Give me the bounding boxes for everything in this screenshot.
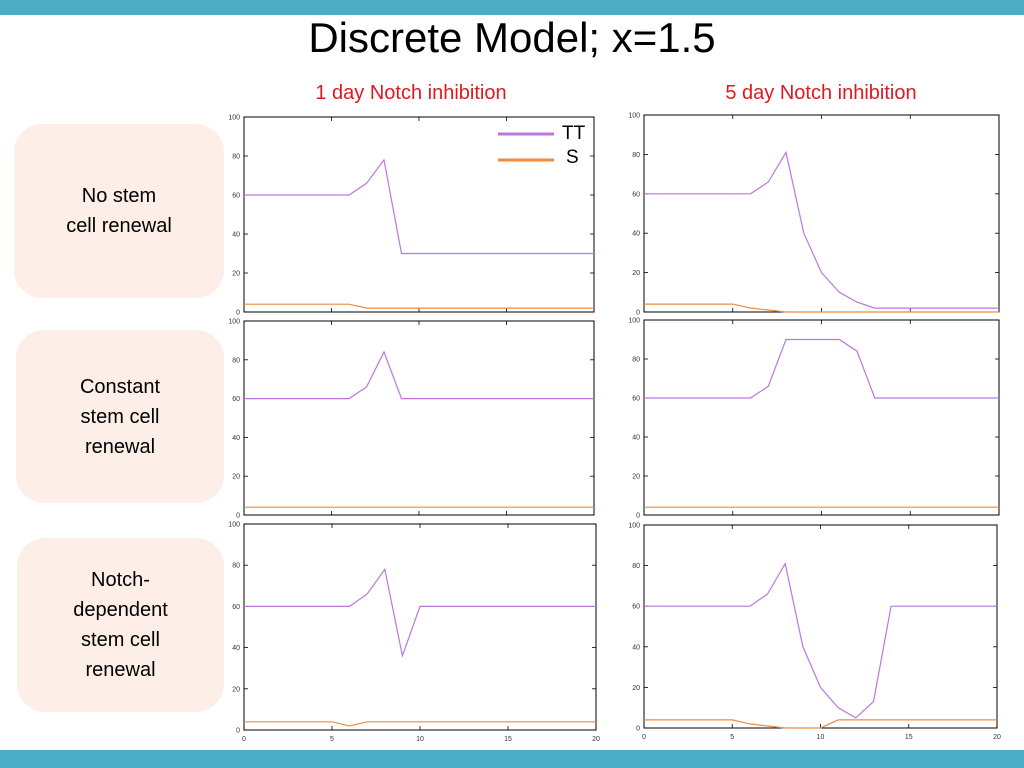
x-tick-label: 5	[730, 734, 734, 741]
x-tick-label: 0	[642, 734, 646, 741]
y-tick-label: 40	[232, 232, 240, 239]
legend-label-tt: TT	[562, 123, 586, 144]
y-tick-label: 60	[232, 604, 240, 611]
row-label-notch-dependent: Notch- dependent stem cell renewal	[73, 569, 168, 681]
series-line-tt	[644, 561, 997, 719]
y-tick-label: 60	[632, 396, 640, 403]
row-label-box-no-renewal: No stem cell renewal	[14, 124, 224, 298]
chart-r1-c0: 0 20 40 60 80 100	[228, 319, 595, 520]
bottom-accent-bar	[0, 750, 1024, 768]
plot-frame	[643, 319, 1000, 516]
y-tick-label: 20	[232, 474, 240, 481]
y-tick-label: 60	[632, 191, 640, 198]
legend-label-s: S	[566, 147, 579, 168]
y-tick-label: 80	[232, 357, 240, 364]
top-accent-bar	[0, 0, 1024, 15]
series-line-s	[644, 303, 999, 313]
y-tick-label: 100	[628, 113, 640, 120]
x-tick-label: 15	[504, 736, 512, 743]
y-tick-label: 60	[232, 193, 240, 200]
plot-frame	[243, 116, 595, 313]
y-tick-label: 80	[232, 563, 240, 570]
x-tick-label: 0	[242, 736, 246, 743]
x-tick-label: 10	[817, 734, 825, 741]
chart-r1-c1: 0 20 40 60 80 100	[628, 318, 1000, 520]
series-line-tt	[644, 338, 999, 399]
y-tick-label: 20	[232, 686, 240, 693]
chart-r2-c1: 0 20 40 60 80 100 0 5 10 15 20	[628, 523, 1001, 742]
col-header-1-day: 1 day Notch inhibition	[315, 82, 507, 104]
y-tick-label: 0	[636, 310, 640, 317]
y-tick-label: 100	[228, 522, 240, 529]
row-label-box-notch-dependent: Notch- dependent stem cell renewal	[17, 538, 224, 712]
y-tick-label: 80	[232, 154, 240, 161]
y-tick-label: 40	[632, 231, 640, 238]
y-tick-label: 20	[632, 685, 640, 692]
series-line-s	[244, 721, 596, 727]
y-tick-label: 20	[232, 271, 240, 278]
slide-title: Discrete Model; x=1.5	[308, 14, 716, 61]
y-tick-label: 0	[636, 513, 640, 520]
x-tick-label: 10	[416, 736, 424, 743]
y-tick-label: 80	[632, 563, 640, 570]
series-line-tt	[244, 158, 594, 255]
plot-frame	[643, 114, 1000, 313]
chart-r2-c0: 0 20 40 60 80 100 0 5 10 15 20	[228, 522, 600, 744]
x-tick-label: 20	[993, 734, 1001, 741]
y-tick-label: 80	[632, 357, 640, 364]
y-tick-label: 80	[632, 152, 640, 159]
y-tick-label: 20	[632, 474, 640, 481]
y-tick-label: 100	[228, 115, 240, 122]
series-line-tt	[244, 567, 596, 659]
y-tick-label: 40	[632, 644, 640, 651]
y-tick-label: 0	[236, 513, 240, 520]
plot-frame	[243, 523, 597, 731]
y-tick-label: 0	[636, 726, 640, 733]
row-label-constant-renewal: Constant stem cell renewal	[79, 375, 161, 458]
row-label-no-renewal: No stem cell renewal	[66, 185, 172, 237]
y-tick-label: 0	[236, 728, 240, 735]
col-header-5-day: 5 day Notch inhibition	[725, 82, 917, 104]
y-tick-label: 100	[628, 523, 640, 530]
chart-r0-c0: 0 20 40 60 80 100	[228, 115, 595, 317]
y-tick-label: 100	[228, 319, 240, 326]
series-line-tt	[644, 150, 999, 309]
y-tick-label: 20	[632, 270, 640, 277]
x-tick-label: 20	[592, 736, 600, 743]
chart-r0-c1: 0 20 40 60 80 100	[628, 113, 1000, 317]
legend: TT S	[498, 123, 586, 168]
y-tick-label: 60	[232, 396, 240, 403]
y-tick-label: 100	[628, 318, 640, 325]
series-line-tt	[244, 350, 594, 400]
x-tick-label: 5	[330, 736, 334, 743]
y-tick-label: 60	[632, 604, 640, 611]
y-tick-label: 0	[236, 310, 240, 317]
y-tick-label: 40	[632, 435, 640, 442]
plot-frame	[643, 524, 998, 729]
plot-frame	[243, 320, 595, 516]
x-tick-label: 15	[905, 734, 913, 741]
series-line-s	[244, 303, 594, 309]
series-line-s	[644, 719, 997, 729]
row-label-box-constant-renewal: Constant stem cell renewal	[16, 330, 224, 503]
y-tick-label: 40	[232, 645, 240, 652]
y-tick-label: 40	[232, 435, 240, 442]
